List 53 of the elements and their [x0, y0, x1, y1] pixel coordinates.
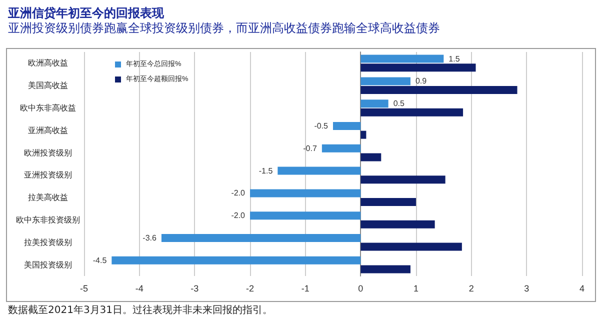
bar: [360, 198, 416, 206]
bar: [360, 77, 410, 86]
bar: [360, 265, 410, 274]
data-label: -1.5: [258, 166, 274, 176]
bar: [360, 130, 366, 139]
data-label: 0.5: [393, 99, 406, 108]
y-tick-label: 欧洲高收益: [28, 58, 68, 68]
y-tick-label: 亚洲高收益: [28, 126, 68, 135]
bar: [360, 242, 462, 251]
y-tick-label: 欧中东非投资级别: [16, 216, 80, 224]
y-tick-label: 美国高收益: [28, 81, 68, 90]
y-tick-label: 拉美高收益: [28, 193, 68, 202]
bar: [112, 256, 361, 264]
x-tick-label: -2: [246, 284, 254, 294]
x-tick-label: 2: [468, 284, 474, 294]
data-label: -0.7: [303, 144, 318, 153]
bar: [333, 122, 361, 130]
x-tick-label: 1: [413, 284, 419, 294]
chart-title: 亚洲信贷年初至今的回报表现: [8, 5, 164, 22]
x-tick-label: 0: [358, 284, 364, 294]
y-tick-label: 欧中东非高收益: [20, 104, 76, 112]
x-tick-label: -1: [301, 284, 310, 294]
bar: [360, 153, 382, 162]
y-tick-label: 美国投资级别: [24, 260, 72, 270]
bar: [360, 108, 464, 116]
x-tick-label: -3: [190, 284, 199, 294]
bar: [161, 234, 361, 242]
bar: [360, 176, 446, 184]
bar: [360, 64, 476, 72]
y-tick-label: 欧洲投资级别: [24, 148, 72, 158]
bar: [360, 54, 444, 63]
data-label: 0.9: [415, 76, 428, 86]
data-label: -4.5: [92, 256, 108, 265]
x-tick-label: -5: [80, 284, 88, 294]
y-tick-label: 亚洲投资级别: [24, 170, 72, 180]
data-label: -2.0: [231, 211, 246, 220]
data-label: -3.6: [142, 234, 158, 242]
x-tick-label: 4: [579, 284, 585, 294]
bar: [250, 212, 361, 220]
bar: [360, 220, 435, 228]
chart-subtitle: 亚洲投资级别债券跑赢全球投资级别债券，而亚洲高收益债券跑输全球高收益债券: [8, 20, 440, 37]
x-tick-label: -4: [135, 284, 144, 294]
bar: [360, 100, 388, 108]
bar: [322, 144, 361, 152]
data-label: 1.5: [448, 54, 460, 64]
data-label: -0.5: [314, 122, 329, 130]
bar: [360, 86, 518, 94]
bar: [250, 189, 361, 198]
y-tick-label: 拉美投资级别: [24, 238, 72, 247]
data-label: -2.0: [231, 188, 246, 198]
x-tick-label: 3: [524, 284, 530, 294]
bar: [278, 166, 361, 175]
text: 数据截至2021年3月31日。过往表现并非未来回报的指引。: [8, 304, 273, 317]
